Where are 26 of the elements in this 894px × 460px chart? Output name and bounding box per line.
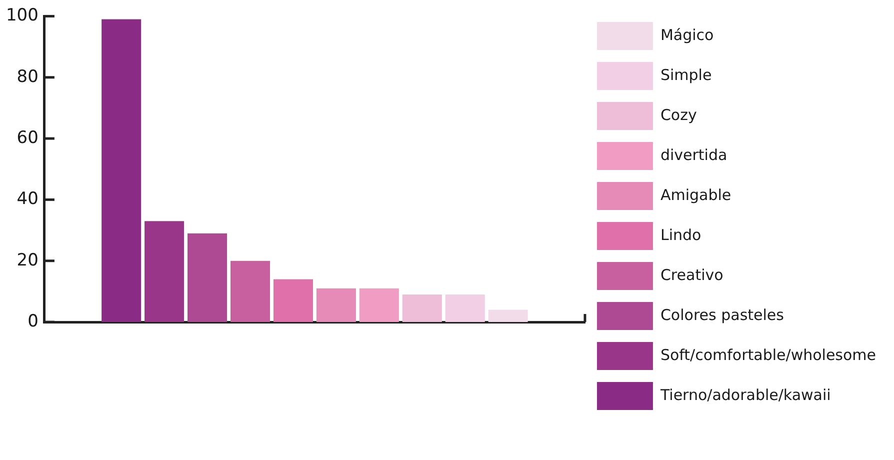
bar bbox=[230, 260, 270, 322]
bar bbox=[144, 221, 184, 322]
bar bbox=[488, 310, 528, 322]
bar bbox=[316, 288, 356, 322]
y-tick-label: 60 bbox=[16, 128, 38, 148]
legend-label: Creativo bbox=[660, 266, 724, 284]
legend-label: divertida bbox=[660, 146, 728, 164]
bar bbox=[273, 279, 313, 322]
y-tick-label: 20 bbox=[16, 250, 38, 270]
y-tick-label: 100 bbox=[6, 6, 38, 26]
legend-label: Soft/comfortable/wholesome bbox=[660, 346, 876, 364]
y-tick-label: 80 bbox=[16, 66, 38, 87]
legend-label: Tierno/adorable/kawaii bbox=[659, 386, 831, 404]
legend-label: Mágico bbox=[660, 26, 714, 44]
legend-label: Amigable bbox=[660, 186, 732, 204]
bar bbox=[359, 288, 399, 322]
y-tick-label: 40 bbox=[16, 189, 38, 210]
bar bbox=[188, 233, 228, 322]
bar bbox=[445, 294, 485, 322]
legend-label: Colores pasteles bbox=[660, 306, 784, 324]
legend-label: Lindo bbox=[660, 226, 702, 244]
legend-label: Cozy bbox=[660, 106, 697, 124]
bar bbox=[402, 294, 442, 322]
bar bbox=[102, 19, 142, 322]
legend-label: Simple bbox=[660, 66, 712, 84]
y-tick-label: 0 bbox=[28, 311, 38, 332]
